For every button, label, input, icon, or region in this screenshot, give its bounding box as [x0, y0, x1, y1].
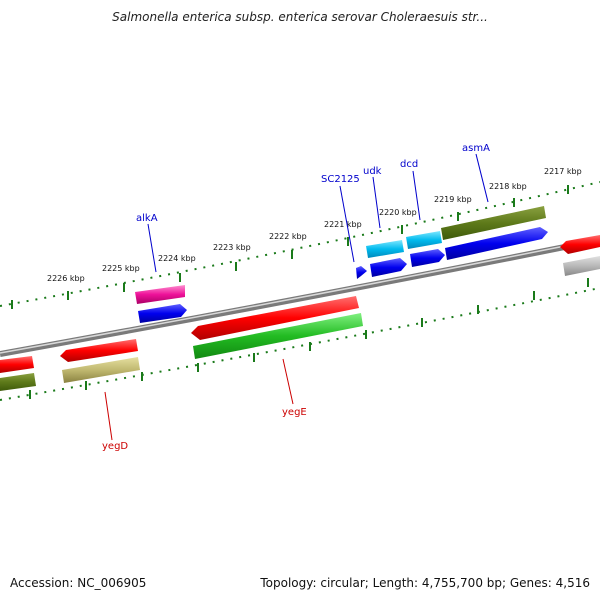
accession-text: Accession: NC_006905 — [10, 576, 147, 590]
scale-label: 2220 kbp — [379, 208, 417, 217]
map-title: Salmonella enterica subsp. enterica sero… — [112, 10, 488, 24]
gene-label-udk[interactable]: udk — [363, 166, 382, 177]
gene-yegD[interactable] — [62, 357, 140, 383]
scale-ticks — [11, 185, 589, 399]
gene-label-SC2125[interactable]: SC2125 — [321, 174, 360, 185]
gene-feature[interactable] — [0, 373, 36, 391]
gene-feature[interactable] — [563, 256, 600, 276]
gene-yegE[interactable] — [191, 296, 359, 340]
gene-alkA[interactable] — [135, 285, 185, 304]
scale-label: 2221 kbp — [324, 220, 362, 229]
gene-label-yegD[interactable]: yegD — [102, 441, 128, 452]
gene-asmA[interactable] — [441, 206, 546, 240]
scale-label: 2218 kbp — [489, 182, 527, 191]
scale-label: 2217 kbp — [544, 167, 582, 176]
backbone-line — [0, 237, 600, 357]
scale-label: 2226 kbp — [47, 274, 85, 283]
gene-udk[interactable] — [366, 240, 404, 258]
gene-feature[interactable] — [410, 249, 445, 267]
scale-label: 2222 kbp — [269, 232, 307, 241]
gene-SC2125[interactable] — [356, 266, 367, 279]
scale-label: 2225 kbp — [102, 264, 140, 273]
gene-label-yegE[interactable]: yegE — [282, 407, 307, 418]
gene-feature[interactable] — [138, 304, 187, 323]
scale-label: 2224 kbp — [158, 254, 196, 263]
gene-label-leaders — [104, 153, 489, 441]
backbone-highlight — [0, 238, 600, 354]
gene-label-dcd[interactable]: dcd — [400, 159, 418, 170]
genome-summary-text: Topology: circular; Length: 4,755,700 bp… — [260, 576, 590, 590]
scale-label: 2223 kbp — [213, 243, 251, 252]
gene-dcd[interactable] — [406, 231, 442, 249]
gene-feature[interactable] — [0, 356, 34, 373]
inner-scale-ring — [0, 287, 600, 401]
gene-label-asmA[interactable]: asmA — [462, 143, 490, 154]
scale-label: 2219 kbp — [434, 195, 472, 204]
gene-feature[interactable] — [60, 339, 138, 362]
gene-feature[interactable] — [193, 313, 363, 359]
gene-feature[interactable] — [445, 227, 548, 260]
gene-feature[interactable] — [370, 258, 407, 277]
gene-feature[interactable] — [560, 235, 600, 254]
gene-label-alkA[interactable]: alkA — [136, 213, 158, 224]
